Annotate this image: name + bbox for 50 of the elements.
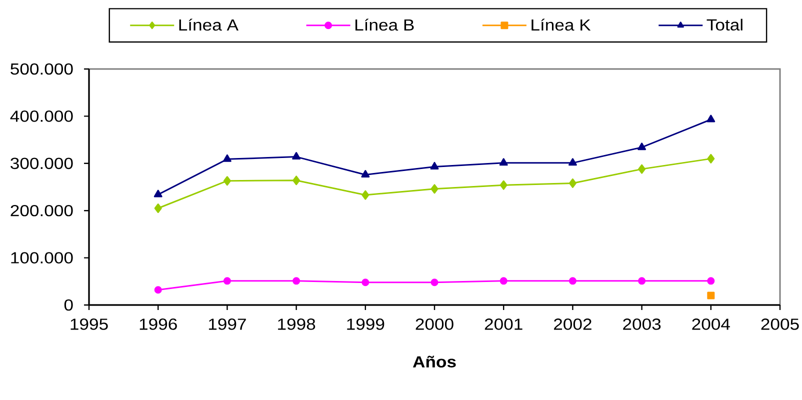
y-tick-label: 200.000 — [10, 204, 73, 216]
x-tick-label: 1997 — [208, 318, 246, 330]
point — [223, 176, 231, 186]
point — [223, 277, 231, 285]
point — [500, 277, 508, 285]
point — [292, 176, 300, 186]
x-tick-label: 2003 — [623, 318, 661, 330]
legend-label: Línea B — [355, 18, 414, 31]
x-tick-label: 2000 — [416, 318, 454, 330]
point — [430, 278, 438, 286]
x-tick-label: 1998 — [278, 318, 316, 330]
x-axis-title: Años — [412, 356, 456, 368]
point — [154, 203, 162, 213]
x-tick-label: 2005 — [761, 318, 799, 330]
point — [707, 277, 715, 285]
point — [638, 142, 646, 150]
x-tick-label: 2001 — [484, 318, 522, 330]
legend-label: Línea A — [179, 18, 238, 31]
y-tick-label: 300.000 — [10, 158, 73, 170]
point — [706, 114, 716, 122]
x-tick-label: 1995 — [70, 318, 108, 330]
point — [362, 190, 370, 200]
y-tick-label: 400.000 — [10, 110, 73, 122]
point — [430, 162, 439, 170]
point — [499, 158, 508, 166]
point — [292, 152, 301, 160]
point — [154, 190, 162, 198]
point — [292, 277, 300, 285]
point — [154, 286, 162, 294]
y-tick-label: 500.000 — [10, 63, 73, 75]
point — [638, 277, 646, 285]
point — [568, 158, 577, 166]
point — [568, 178, 576, 188]
point — [638, 164, 646, 174]
x-tick-label: 1996 — [140, 318, 177, 330]
point — [430, 184, 438, 194]
point — [361, 170, 370, 178]
y-tick-label: 0 — [64, 299, 73, 311]
x-tick-label: 1999 — [347, 318, 384, 330]
legend-label: Línea K — [532, 18, 591, 31]
y-tick-label: 100.000 — [11, 252, 73, 264]
legend-label: Total — [706, 18, 742, 31]
point — [568, 277, 576, 285]
point — [500, 180, 508, 190]
point — [707, 292, 715, 300]
x-tick-label: 2002 — [554, 318, 592, 330]
point — [362, 278, 370, 286]
point — [707, 154, 715, 164]
x-tick-label: 2004 — [692, 318, 730, 330]
point — [222, 154, 232, 162]
